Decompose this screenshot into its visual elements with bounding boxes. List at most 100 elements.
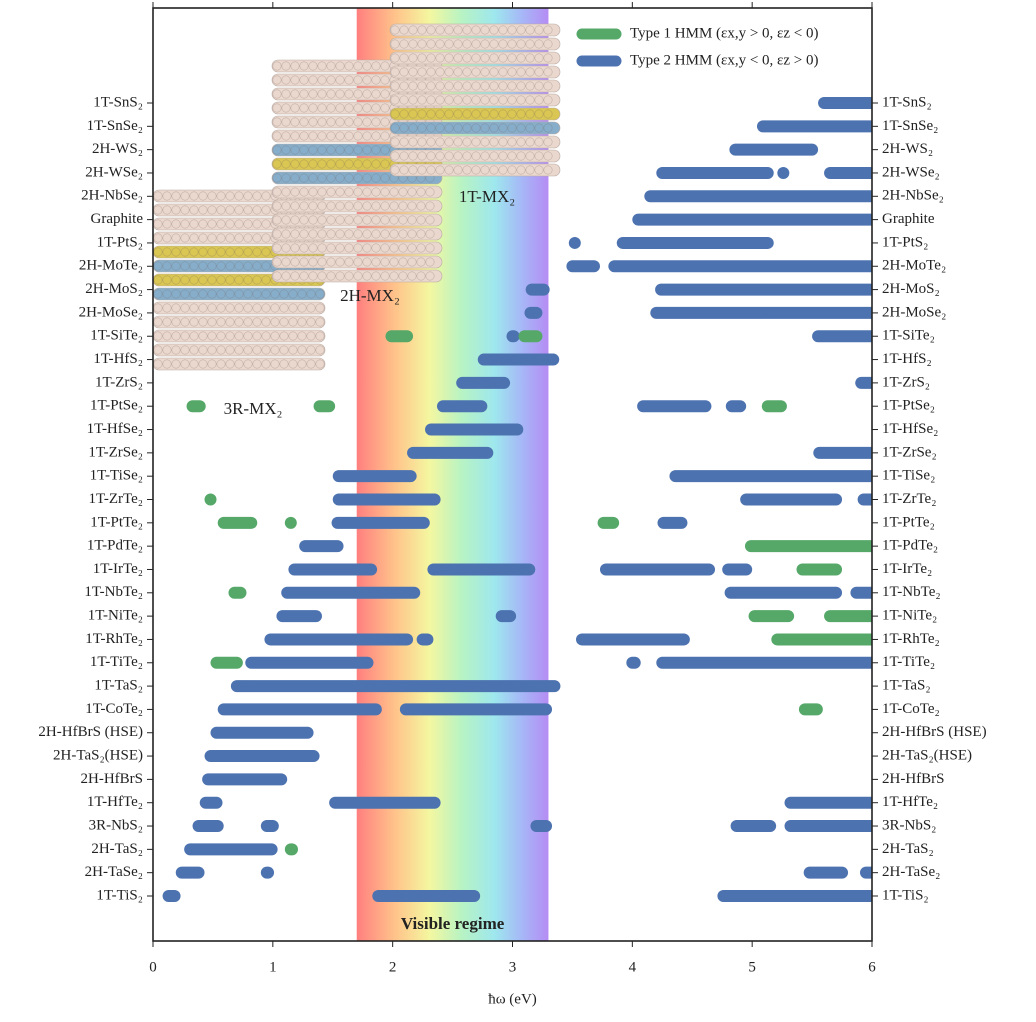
atom <box>189 205 199 215</box>
atom <box>290 145 300 155</box>
atom <box>162 359 172 369</box>
atom <box>371 201 381 211</box>
atom <box>317 243 327 253</box>
y-tick-label-right: 1T-ZrS₂ <box>882 374 930 390</box>
atom <box>480 151 490 161</box>
atom <box>435 39 445 49</box>
atom <box>180 359 190 369</box>
y-tick-label-right: Graphite <box>882 211 935 227</box>
atom <box>525 25 535 35</box>
atom <box>390 67 400 77</box>
atom <box>362 89 372 99</box>
atom <box>308 89 318 99</box>
atom <box>516 53 526 63</box>
atom <box>326 117 336 127</box>
atom <box>534 53 544 63</box>
atom <box>344 145 354 155</box>
atom <box>153 191 163 201</box>
atom <box>315 359 325 369</box>
y-tick-label: 1T-RhTe₂ <box>85 631 143 647</box>
y-tick-label-right: 1T-ZrSe₂ <box>882 444 937 460</box>
y-tick-label: 2H-HfBrS <box>81 771 144 787</box>
structures: 1T-MX₂ 2H-MX₂ 3R-MX₂ <box>152 23 561 418</box>
atom <box>261 275 271 285</box>
atom <box>543 95 553 105</box>
atom <box>252 275 262 285</box>
x-tick-label: 3 <box>509 959 517 975</box>
atom <box>417 25 427 35</box>
atom <box>326 159 336 169</box>
atom <box>408 81 418 91</box>
atom <box>462 123 472 133</box>
atom <box>297 289 307 299</box>
atom <box>399 25 409 35</box>
atom <box>335 215 345 225</box>
atom <box>453 123 463 133</box>
y-tick-label-right: 1T-CoTe₂ <box>882 701 940 717</box>
atom <box>534 109 544 119</box>
atom <box>252 219 262 229</box>
atom <box>435 137 445 147</box>
atom <box>407 229 417 239</box>
atom <box>498 109 508 119</box>
y-tick-label-right: 2H-MoS₂ <box>882 281 940 297</box>
atom <box>353 75 363 85</box>
atom <box>252 233 262 243</box>
atom <box>198 317 208 327</box>
atom <box>308 229 318 239</box>
atom <box>371 61 381 71</box>
atom <box>453 67 463 77</box>
y-tick-label-right: 1T-TiTe₂ <box>882 654 935 670</box>
atom <box>426 53 436 63</box>
atom <box>290 75 300 85</box>
atom <box>308 271 318 281</box>
atom <box>207 275 217 285</box>
atom <box>252 303 262 313</box>
atom <box>362 215 372 225</box>
atom <box>525 151 535 161</box>
atom <box>306 289 316 299</box>
atom <box>189 289 199 299</box>
atom <box>435 25 445 35</box>
atom <box>471 165 481 175</box>
atom <box>371 159 381 169</box>
atom <box>371 131 381 141</box>
atom <box>299 159 309 169</box>
atom <box>498 81 508 91</box>
atom <box>243 331 253 341</box>
atom <box>171 289 181 299</box>
atom <box>543 165 553 175</box>
atom <box>216 331 226 341</box>
atom <box>281 243 291 253</box>
atom <box>344 61 354 71</box>
atom <box>353 61 363 71</box>
atom <box>225 233 235 243</box>
atom <box>335 131 345 141</box>
atom <box>207 247 217 257</box>
x-axis-label: ħω (eV) <box>488 991 537 1007</box>
atom <box>162 275 172 285</box>
atom <box>453 81 463 91</box>
atom <box>261 331 271 341</box>
atom <box>317 61 327 71</box>
atom <box>153 219 163 229</box>
atom <box>207 345 217 355</box>
atom <box>317 229 327 239</box>
atom <box>279 359 289 369</box>
atom <box>261 191 271 201</box>
y-tick-label-right: 1T-NiTe₂ <box>882 608 937 624</box>
y-tick-label-right: 2H-MoTe₂ <box>882 258 946 274</box>
atom <box>462 165 472 175</box>
atom <box>270 359 280 369</box>
atom <box>525 109 535 119</box>
atom <box>216 359 226 369</box>
bars-layer <box>162 97 872 902</box>
atom <box>489 81 499 91</box>
atom <box>270 317 280 327</box>
atom <box>353 201 363 211</box>
atom <box>261 317 271 327</box>
atom <box>290 229 300 239</box>
atom <box>225 345 235 355</box>
atom <box>408 123 418 133</box>
atom <box>315 303 325 313</box>
